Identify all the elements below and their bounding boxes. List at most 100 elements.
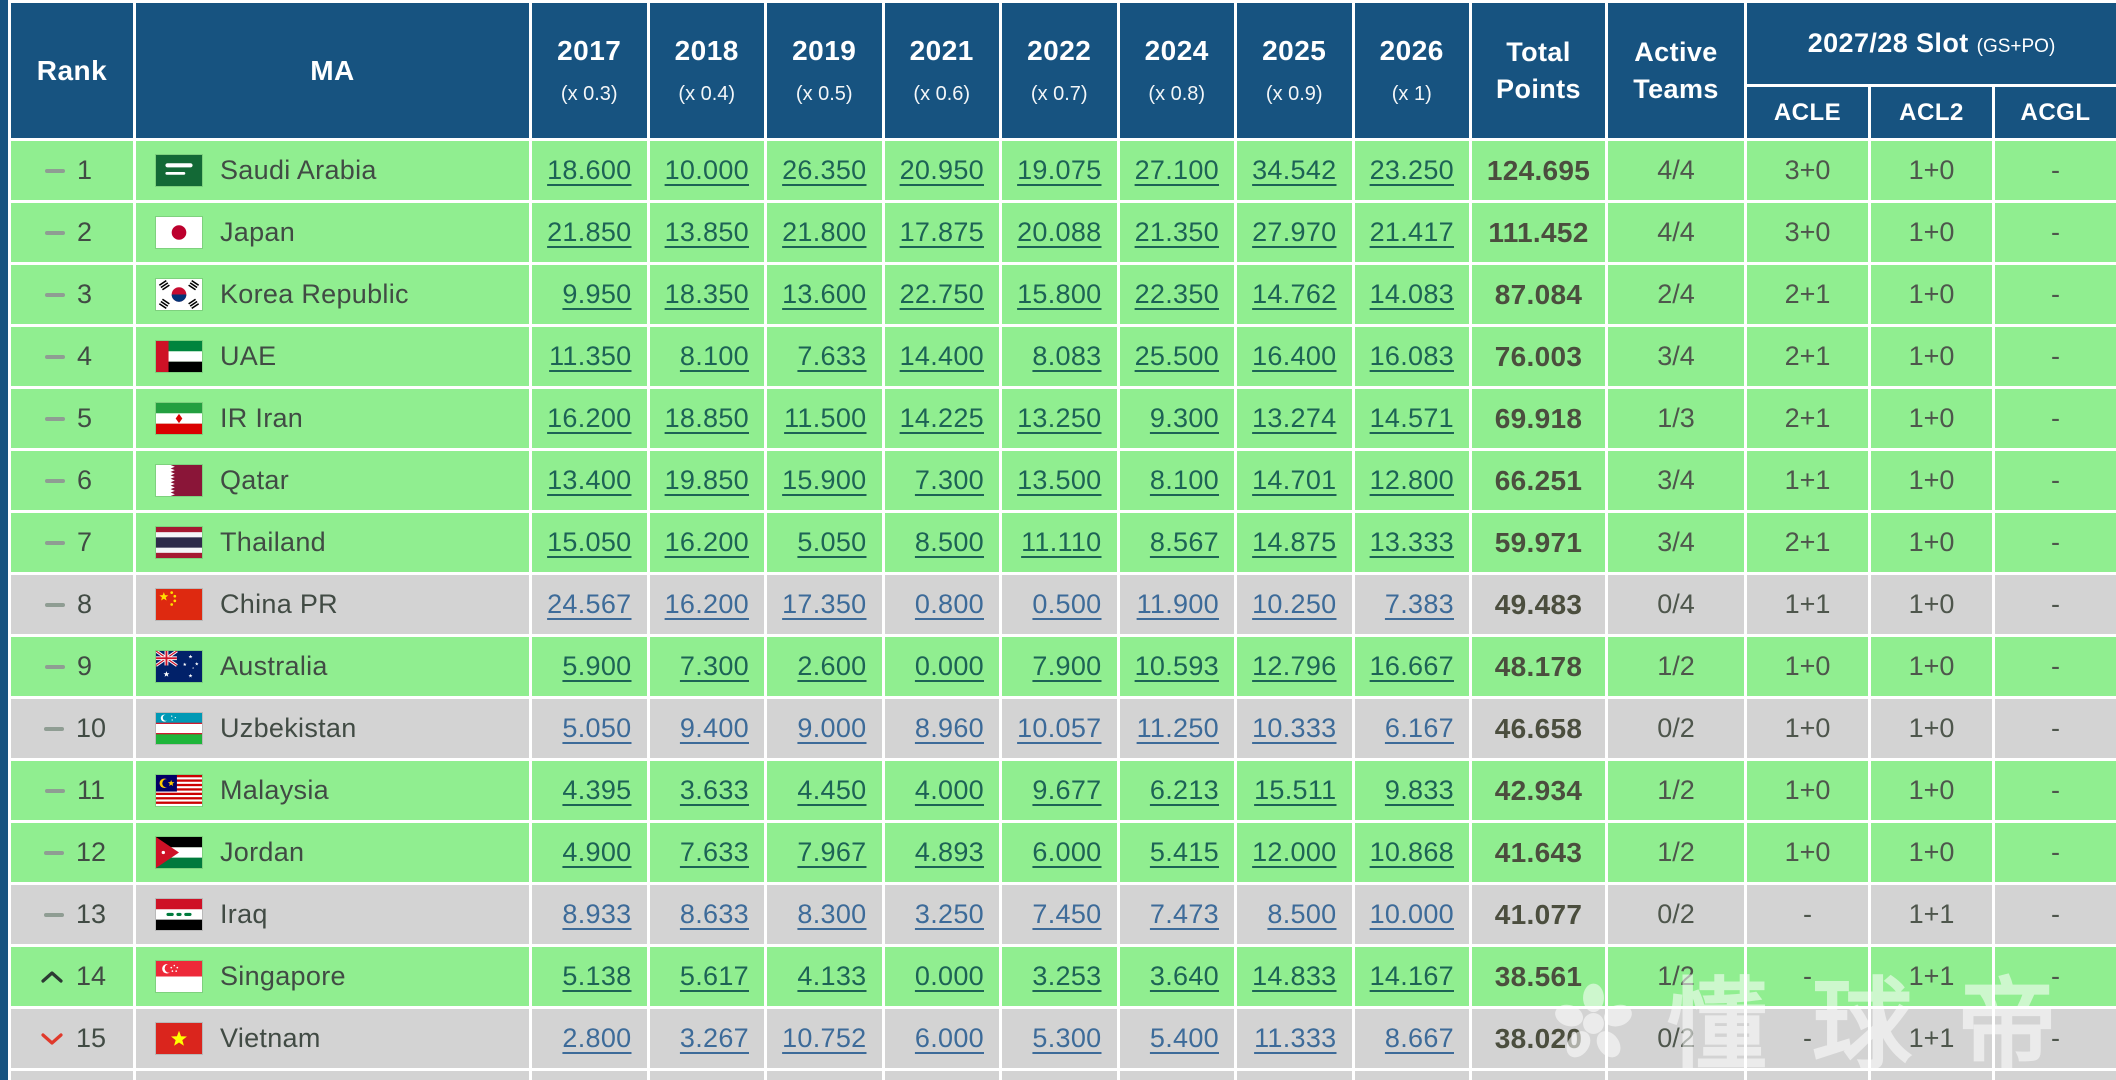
points-link[interactable]: 10.000: [664, 155, 749, 185]
points-link[interactable]: 27.970: [1252, 217, 1337, 247]
points-link[interactable]: 0.000: [914, 961, 984, 991]
points-link[interactable]: 7.450: [1032, 899, 1102, 929]
points-link[interactable]: 12.800: [1369, 465, 1454, 495]
points-link[interactable]: 5.617: [679, 961, 749, 991]
points-link[interactable]: 16.400: [1252, 341, 1337, 371]
points-link[interactable]: 7.900: [1032, 651, 1102, 681]
points-link[interactable]: 13.850: [664, 217, 749, 247]
points-link[interactable]: 17.875: [899, 217, 984, 247]
points-link[interactable]: 9.950: [562, 279, 632, 309]
points-link[interactable]: 9.300: [1149, 403, 1219, 433]
points-link[interactable]: 4.000: [914, 775, 984, 805]
points-link[interactable]: 5.300: [1032, 1023, 1102, 1053]
points-link[interactable]: 7.473: [1149, 899, 1219, 929]
points-link[interactable]: 11.110: [1021, 527, 1102, 557]
points-link[interactable]: 11.333: [1254, 1023, 1337, 1053]
points-link[interactable]: 7.633: [797, 341, 867, 371]
points-link[interactable]: 3.250: [914, 899, 984, 929]
points-link[interactable]: 18.600: [547, 155, 632, 185]
points-link[interactable]: 8.633: [679, 899, 749, 929]
points-link[interactable]: 7.633: [679, 837, 749, 867]
points-link[interactable]: 13.250: [1017, 403, 1102, 433]
points-link[interactable]: 14.875: [1252, 527, 1337, 557]
points-link[interactable]: 3.640: [1149, 961, 1219, 991]
points-link[interactable]: 5.415: [1149, 837, 1219, 867]
points-link[interactable]: 23.250: [1369, 155, 1454, 185]
points-link[interactable]: 6.167: [1384, 713, 1454, 743]
points-link[interactable]: 8.500: [914, 527, 984, 557]
points-link[interactable]: 27.100: [1134, 155, 1219, 185]
points-link[interactable]: 10.593: [1134, 651, 1219, 681]
points-link[interactable]: 19.850: [664, 465, 749, 495]
points-link[interactable]: 10.250: [1252, 589, 1337, 619]
points-link[interactable]: 14.762: [1252, 279, 1337, 309]
points-link[interactable]: 12.000: [1252, 837, 1337, 867]
points-link[interactable]: 9.000: [797, 713, 867, 743]
points-link[interactable]: 14.225: [899, 403, 984, 433]
points-link[interactable]: 17.350: [782, 589, 867, 619]
points-link[interactable]: 13.500: [1017, 465, 1102, 495]
points-link[interactable]: 18.850: [664, 403, 749, 433]
points-link[interactable]: 8.100: [679, 341, 749, 371]
points-link[interactable]: 8.667: [1384, 1023, 1454, 1053]
points-link[interactable]: 15.511: [1254, 775, 1337, 805]
points-link[interactable]: 18.350: [664, 279, 749, 309]
points-link[interactable]: 13.400: [547, 465, 632, 495]
points-link[interactable]: 8.500: [1267, 899, 1337, 929]
points-link[interactable]: 3.633: [679, 775, 749, 805]
points-link[interactable]: 0.800: [914, 589, 984, 619]
points-link[interactable]: 9.400: [679, 713, 749, 743]
points-link[interactable]: 22.350: [1134, 279, 1219, 309]
points-link[interactable]: 10.868: [1369, 837, 1454, 867]
points-link[interactable]: 11.900: [1136, 589, 1219, 619]
points-link[interactable]: 14.400: [899, 341, 984, 371]
points-link[interactable]: 15.900: [782, 465, 867, 495]
points-link[interactable]: 14.083: [1369, 279, 1454, 309]
points-link[interactable]: 10.333: [1252, 713, 1337, 743]
points-link[interactable]: 22.750: [899, 279, 984, 309]
points-link[interactable]: 7.300: [679, 651, 749, 681]
points-link[interactable]: 13.600: [782, 279, 867, 309]
points-link[interactable]: 5.138: [562, 961, 632, 991]
points-link[interactable]: 8.083: [1032, 341, 1102, 371]
points-link[interactable]: 3.267: [679, 1023, 749, 1053]
points-link[interactable]: 19.075: [1017, 155, 1102, 185]
points-link[interactable]: 9.677: [1032, 775, 1102, 805]
points-link[interactable]: 14.833: [1252, 961, 1337, 991]
points-link[interactable]: 21.800: [782, 217, 867, 247]
points-link[interactable]: 5.900: [562, 651, 632, 681]
points-link[interactable]: 4.133: [797, 961, 867, 991]
points-link[interactable]: 26.350: [782, 155, 867, 185]
points-link[interactable]: 8.933: [562, 899, 632, 929]
points-link[interactable]: 2.800: [562, 1023, 632, 1053]
points-link[interactable]: 16.667: [1369, 651, 1454, 681]
points-link[interactable]: 24.567: [547, 589, 632, 619]
points-link[interactable]: 11.350: [549, 341, 632, 371]
points-link[interactable]: 8.567: [1149, 527, 1219, 557]
points-link[interactable]: 4.395: [562, 775, 632, 805]
points-link[interactable]: 16.200: [664, 589, 749, 619]
points-link[interactable]: 20.088: [1017, 217, 1102, 247]
points-link[interactable]: 20.950: [899, 155, 984, 185]
points-link[interactable]: 6.000: [1032, 837, 1102, 867]
points-link[interactable]: 7.300: [914, 465, 984, 495]
points-link[interactable]: 21.417: [1369, 217, 1454, 247]
points-link[interactable]: 3.253: [1032, 961, 1102, 991]
points-link[interactable]: 5.050: [562, 713, 632, 743]
points-link[interactable]: 5.050: [797, 527, 867, 557]
points-link[interactable]: 2.600: [797, 651, 867, 681]
points-link[interactable]: 25.500: [1134, 341, 1219, 371]
points-link[interactable]: 4.900: [562, 837, 632, 867]
points-link[interactable]: 4.450: [797, 775, 867, 805]
points-link[interactable]: 0.000: [914, 651, 984, 681]
points-link[interactable]: 21.350: [1134, 217, 1219, 247]
points-link[interactable]: 12.796: [1252, 651, 1337, 681]
points-link[interactable]: 7.967: [797, 837, 867, 867]
points-link[interactable]: 11.500: [784, 403, 867, 433]
points-link[interactable]: 14.701: [1252, 465, 1337, 495]
points-link[interactable]: 10.057: [1017, 713, 1102, 743]
points-link[interactable]: 21.850: [547, 217, 632, 247]
points-link[interactable]: 8.960: [914, 713, 984, 743]
points-link[interactable]: 14.571: [1369, 403, 1454, 433]
points-link[interactable]: 16.200: [547, 403, 632, 433]
